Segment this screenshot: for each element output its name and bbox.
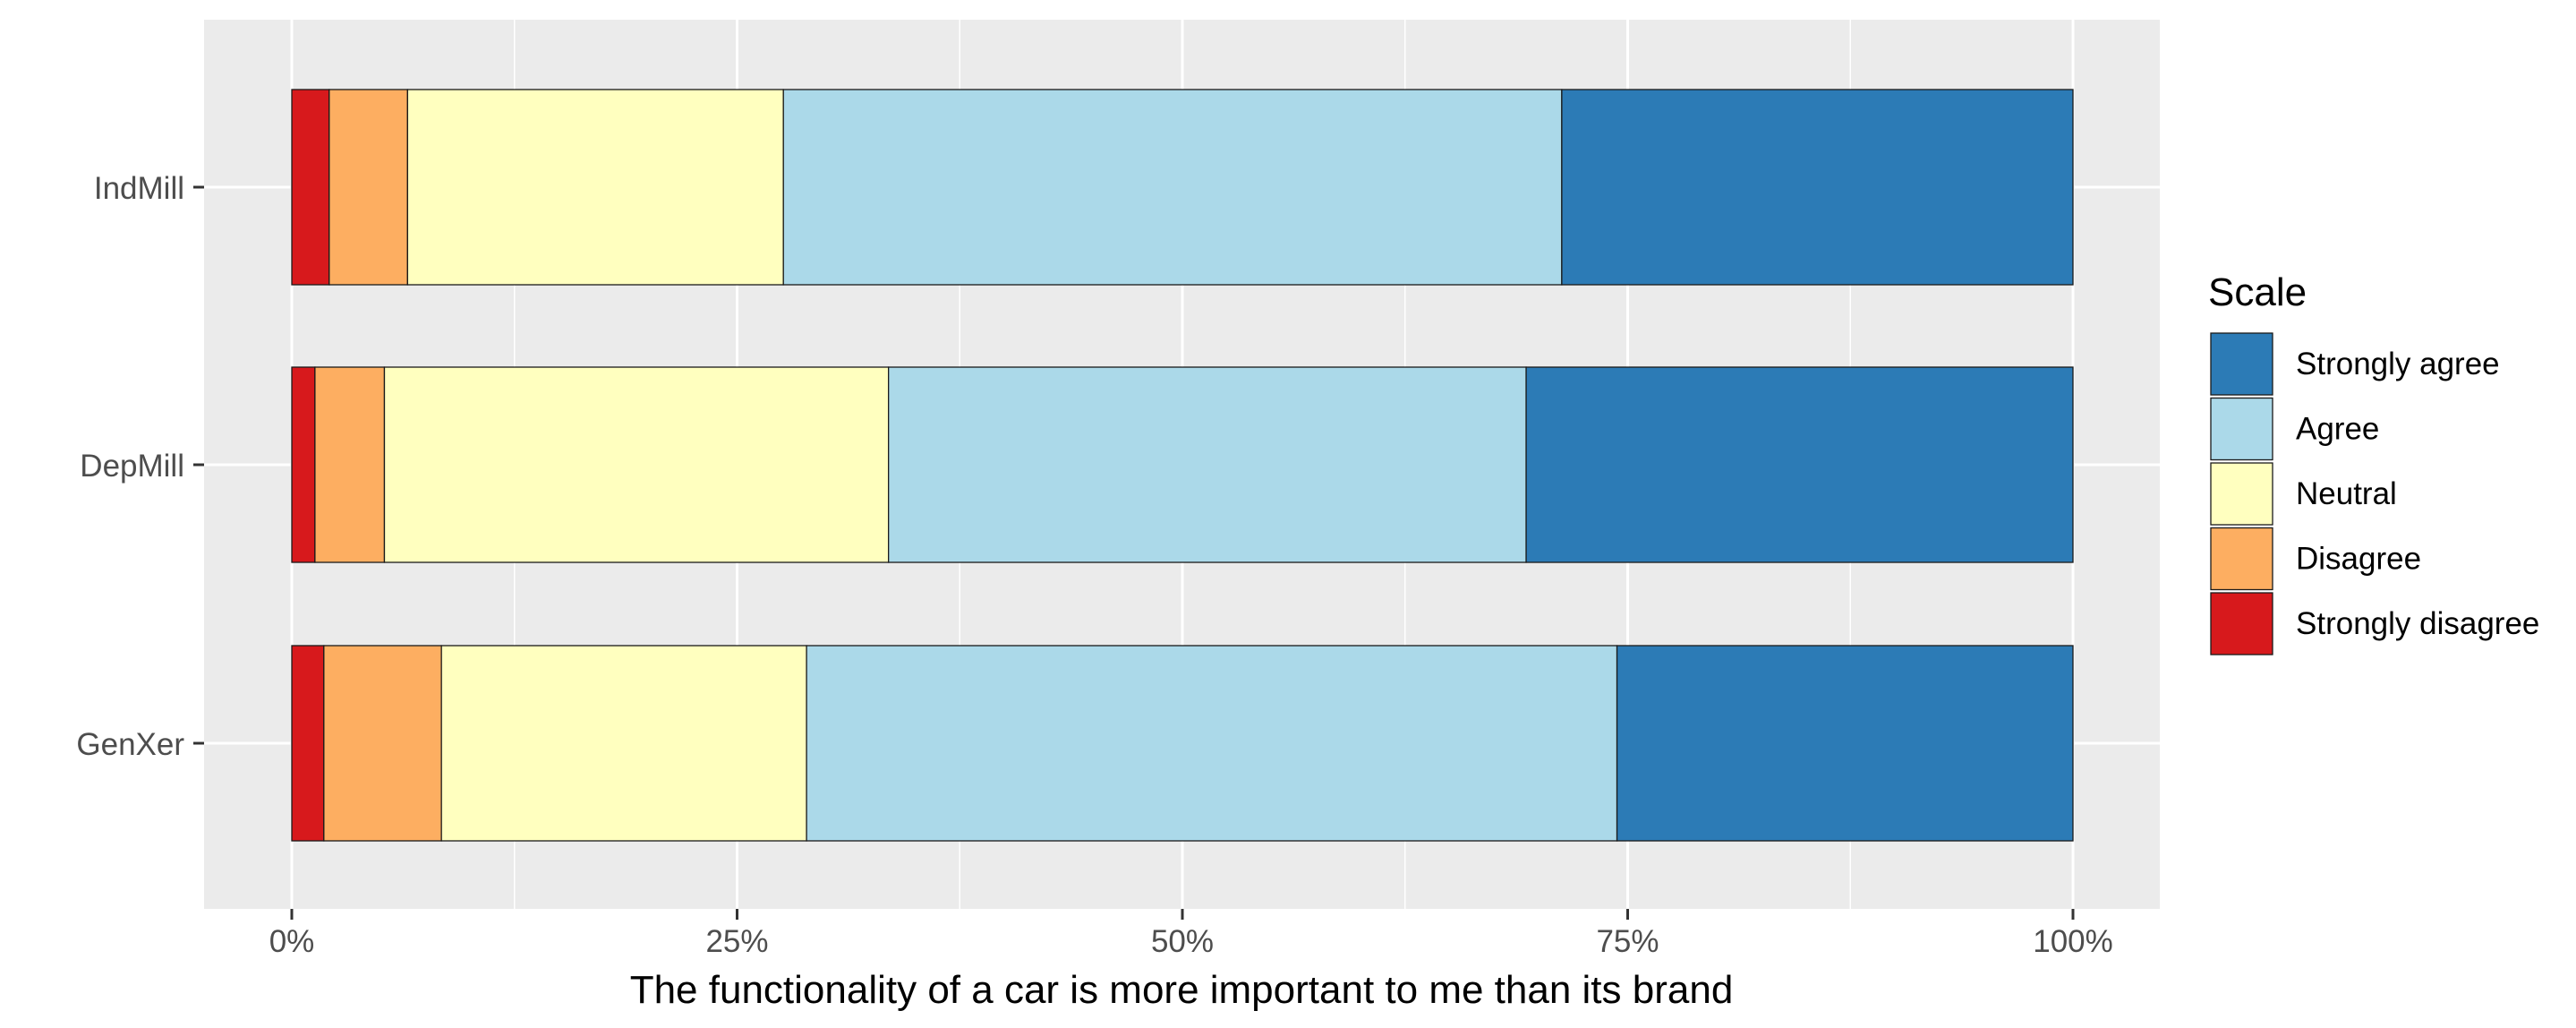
bar-segment — [782, 89, 1563, 286]
legend-key — [2210, 332, 2273, 396]
legend-label: Neutral — [2296, 476, 2397, 511]
x-tick-label: 75% — [1596, 924, 1659, 959]
x-tick-label: 100% — [2033, 924, 2113, 959]
legend: Scale Strongly agree Agree Neutral Disagree S… — [2208, 270, 2539, 655]
legend-label: Disagree — [2296, 542, 2421, 577]
y-tick-label: IndMill — [94, 171, 184, 206]
legend-key — [2210, 462, 2273, 526]
legend-label: Strongly disagree — [2296, 606, 2539, 641]
bar-segment — [328, 89, 409, 286]
legend-key — [2210, 592, 2273, 655]
x-tick-label: 50% — [1151, 924, 1214, 959]
legend-key — [2210, 397, 2273, 461]
bar-segment — [440, 645, 807, 842]
y-tick-label: DepMill — [80, 449, 184, 484]
bar-segment — [291, 366, 316, 563]
x-axis: 0% 25% 50% 75% 100% — [269, 909, 2113, 959]
bar-segment — [806, 645, 1618, 842]
bar-segment — [888, 366, 1527, 563]
bar-segment — [1525, 366, 2074, 563]
legend-title: Scale — [2208, 270, 2307, 314]
x-tick-label: 25% — [705, 924, 768, 959]
legend-key — [2210, 527, 2273, 591]
x-tick-label: 0% — [269, 924, 315, 959]
bar-segment — [314, 366, 386, 563]
bar-segment — [406, 89, 784, 286]
bars — [291, 89, 2074, 842]
legend-label: Strongly agree — [2296, 347, 2500, 381]
bar-segment — [383, 366, 890, 563]
y-tick-label: GenXer — [76, 727, 184, 762]
x-axis-title: The functionality of a car is more impor… — [630, 968, 1734, 1012]
bar-segment — [291, 89, 330, 286]
bar-segment — [291, 645, 325, 842]
bar-segment — [323, 645, 442, 842]
bar-segment — [1561, 89, 2074, 286]
y-axis: IndMill DepMill GenXer — [76, 171, 204, 762]
bar-segment — [1616, 645, 2074, 842]
legend-label: Agree — [2296, 412, 2379, 447]
